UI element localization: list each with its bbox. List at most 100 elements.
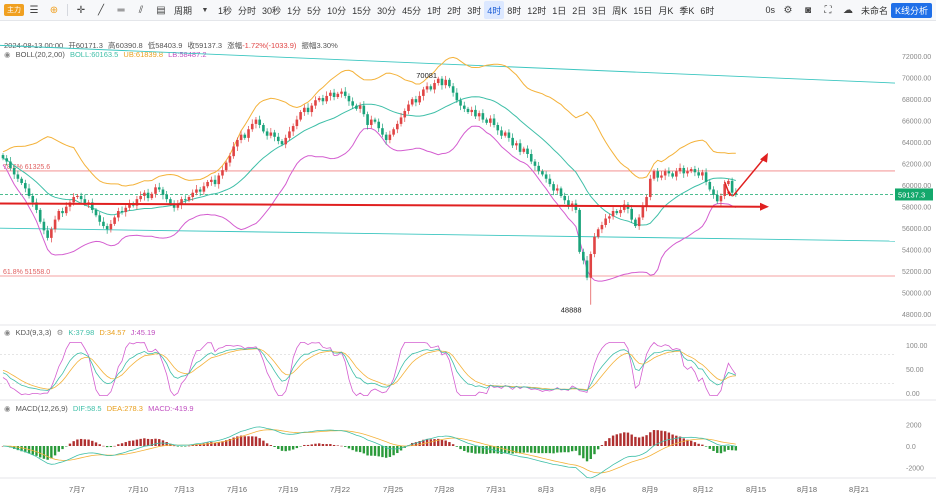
interval-16[interactable]: 2日 [572, 5, 587, 16]
interval-22[interactable]: 6时 [700, 5, 715, 16]
settings-icon[interactable]: ⚙ [56, 328, 64, 337]
candle-body [433, 83, 436, 90]
macd-histogram-bar [377, 446, 380, 457]
macd-histogram-bar [362, 446, 366, 454]
interval-20[interactable]: 月K [658, 5, 674, 16]
trendline-icon[interactable]: ╱ [97, 4, 105, 16]
macd-histogram-bar [83, 439, 87, 446]
candle-body [53, 219, 57, 230]
chevron-down-icon[interactable]: ▼ [201, 6, 209, 14]
macd-histogram-bar [150, 439, 153, 446]
hline-icon[interactable]: ═ [117, 4, 125, 16]
macd-histogram-bar [559, 446, 563, 453]
x-tick-label: 7月19 [278, 485, 298, 494]
interval-21[interactable]: 季K [679, 5, 695, 16]
interval-11[interactable]: 3时 [467, 5, 482, 16]
macd-histogram-bar [448, 442, 451, 446]
candle-body [552, 184, 555, 191]
candle-body [410, 99, 414, 105]
add-indicator-icon[interactable]: ⊕ [49, 4, 59, 16]
macd-info: ◉ MACD(12,26,9) DIF:58.5 DEA:278.3 MACD:… [4, 404, 197, 413]
macd-histogram-bar [582, 446, 585, 459]
macd-histogram-bar [303, 444, 306, 446]
interval-6[interactable]: 15分 [352, 5, 372, 16]
interval-4[interactable]: 5分 [307, 5, 322, 16]
macd-histogram-bar [440, 440, 444, 446]
price-chart[interactable]: 48000.00 50000.00 52000.00 54000.00 56000.00… [0, 20, 936, 500]
candle-body [336, 93, 340, 97]
macd-histogram-bar [76, 439, 79, 446]
interval-17[interactable]: 3日 [592, 5, 607, 16]
candle-body [637, 217, 641, 227]
macd-histogram-bar [265, 443, 269, 446]
candle-body [730, 180, 734, 193]
candle-body [157, 187, 161, 190]
candle-body [667, 171, 671, 174]
macd-histogram-bar [518, 446, 522, 454]
eye-icon[interactable]: ◉ [4, 50, 11, 59]
macd-histogram-bar [53, 446, 57, 456]
candle-body [120, 211, 124, 213]
camera-icon[interactable]: ◙ [804, 4, 811, 16]
macd-histogram-bar [68, 443, 72, 446]
interval-7[interactable]: 30分 [377, 5, 397, 16]
x-tick-label: 7月31 [486, 485, 506, 494]
candle-body [526, 148, 529, 154]
macd-histogram-bar [589, 446, 592, 459]
layout-cloud-icon[interactable]: ☁ [842, 4, 853, 16]
layout-name[interactable]: 未命名 [860, 5, 888, 16]
interval-8[interactable]: 45分 [402, 5, 422, 16]
interval-10[interactable]: 2时 [447, 5, 462, 16]
eye-icon[interactable]: ◉ [4, 404, 11, 413]
candle-body [384, 134, 388, 141]
candle-body [35, 202, 38, 210]
candle-body [634, 219, 637, 227]
menu-icon[interactable]: ☰ [29, 4, 39, 16]
interval-18[interactable]: 周K [612, 5, 628, 16]
macd-histogram-bar [422, 439, 425, 446]
macd-histogram-bar [552, 446, 555, 454]
macd-histogram-bar [678, 436, 682, 446]
candle-body [362, 105, 366, 115]
macd-histogram-bar [597, 446, 600, 450]
interval-13[interactable]: 8时 [507, 5, 522, 16]
interval-0[interactable]: 1秒 [218, 5, 233, 16]
candle-body [492, 118, 496, 125]
fullscreen-icon[interactable]: ⛶ [824, 4, 832, 16]
interval-1[interactable]: 分时 [238, 5, 257, 16]
channel-upper-line [0, 44, 896, 84]
candle-body [288, 131, 291, 138]
macd-histogram-bar [232, 437, 235, 446]
interval-19[interactable]: 15日 [633, 5, 653, 16]
candle-body [1, 155, 5, 159]
fib-icon[interactable]: ▤ [156, 4, 166, 16]
macd-histogram-bar [496, 446, 499, 454]
interval-5[interactable]: 10分 [327, 5, 347, 16]
macd-histogram-bar [563, 446, 566, 453]
interval-2[interactable]: 30秒 [262, 5, 282, 16]
macd-histogram-bar [411, 442, 414, 446]
candle-body [198, 189, 202, 192]
macd-histogram-bar [143, 438, 146, 446]
period-label[interactable]: 周期 [174, 5, 193, 16]
macd-histogram-bar [243, 436, 246, 446]
macd-dea-line [2, 429, 736, 474]
interval-9[interactable]: 1时 [427, 5, 442, 16]
candle-body [310, 105, 314, 113]
candle-body [269, 132, 273, 136]
kline-analysis-button[interactable]: K线分析 [890, 2, 932, 18]
macd-histogram-bar [299, 446, 302, 447]
channel-icon[interactable]: ⫽ [138, 4, 144, 16]
interval-15[interactable]: 1日 [552, 5, 567, 16]
settings-icon[interactable]: ⚙ [783, 4, 793, 16]
macd-histogram-bar [474, 446, 477, 454]
macd-histogram-bar [65, 446, 68, 447]
interval-14[interactable]: 12时 [527, 5, 547, 16]
macd-histogram-bar [697, 443, 700, 446]
interval-12[interactable]: 4时 [484, 1, 505, 19]
crosshair-icon[interactable]: ✛ [76, 4, 86, 16]
interval-3[interactable]: 1分 [287, 5, 302, 16]
candle-body [596, 229, 600, 237]
candle-body [429, 86, 433, 90]
eye-icon[interactable]: ◉ [4, 328, 11, 337]
